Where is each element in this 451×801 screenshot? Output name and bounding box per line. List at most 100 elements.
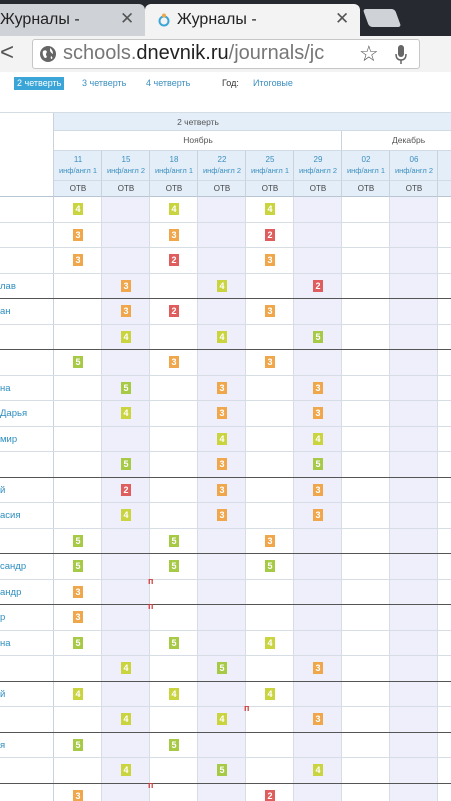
grade-mark[interactable]: 3 [265,535,275,547]
grade-mark[interactable]: 3 [217,407,227,419]
grade-mark[interactable]: 4 [121,764,131,776]
work-type-label: ОТВ [438,184,451,193]
grade-mark[interactable]: 5 [265,560,275,572]
grade-mark[interactable]: 2 [265,229,275,241]
work-type-label: ОТВ [294,184,342,193]
back-arrow-icon[interactable]: < [0,39,14,67]
grade-mark[interactable]: 2 [265,790,275,801]
grade-mark[interactable]: 3 [169,356,179,368]
grade-mark[interactable]: 2 [169,305,179,317]
grade-mark[interactable]: 3 [313,407,323,419]
grade-mark[interactable]: 3 [169,229,179,241]
grade-mark[interactable]: 5 [73,535,83,547]
new-tab-button[interactable] [363,9,402,27]
date-header[interactable] [438,151,451,181]
grade-mark[interactable]: 3 [217,458,227,470]
grade-mark[interactable]: 3 [265,356,275,368]
grade-mark[interactable]: 4 [217,713,227,725]
work-type-label: ОТВ [102,184,150,193]
grade-mark[interactable]: 4 [73,688,83,700]
grade-mark[interactable]: 5 [313,331,323,343]
grade-mark[interactable]: 3 [265,254,275,266]
grade-mark[interactable]: 2 [169,254,179,266]
absence-mark: п [148,601,153,611]
grade-mark[interactable]: 5 [217,764,227,776]
grade-mark[interactable]: 3 [121,305,131,317]
bookmark-star-icon[interactable]: ☆ [355,41,383,67]
grade-mark[interactable]: 4 [121,662,131,674]
year-label: Год: [222,77,239,90]
grade-mark[interactable]: 3 [73,790,83,801]
grade-mark[interactable]: 3 [217,382,227,394]
date-day: 25 [246,155,294,164]
student-row [0,248,451,274]
grade-mark[interactable]: 3 [313,509,323,521]
grade-mark[interactable]: 3 [217,484,227,496]
tab-quarter-4[interactable]: 4 четверть [146,77,190,90]
grade-mark[interactable]: 4 [313,764,323,776]
student-row [0,682,451,708]
grade-mark[interactable]: 4 [217,433,227,445]
grade-mark[interactable]: 5 [169,535,179,547]
grade-mark[interactable]: 4 [121,407,131,419]
grade-mark[interactable]: 5 [313,458,323,470]
grade-mark[interactable]: 4 [73,203,83,215]
grade-mark[interactable]: 4 [313,433,323,445]
grade-mark[interactable]: 3 [313,484,323,496]
absence-mark: п [148,576,153,586]
date-day: 15 [102,155,150,164]
grade-mark[interactable]: 3 [217,509,227,521]
student-row [0,350,451,376]
grade-mark[interactable]: 3 [313,662,323,674]
grade-mark[interactable]: 5 [169,560,179,572]
totals-link[interactable]: Итоговые [253,77,293,90]
name-column-header [0,113,54,197]
close-icon[interactable]: ✕ [335,10,349,27]
grade-mark[interactable]: 3 [73,254,83,266]
month-label: Декабрь [392,135,425,145]
grade-mark[interactable]: 4 [169,203,179,215]
grade-mark[interactable]: 3 [265,305,275,317]
grade-mark[interactable]: 4 [217,331,227,343]
lesson-name: инф/англ 2 [294,166,342,175]
work-type-label: ОТВ [150,184,198,193]
grade-mark[interactable]: 3 [313,382,323,394]
grade-mark[interactable]: 3 [313,713,323,725]
quarter-selector: 2 четверть 3 четверть 4 четверть Год: Ит… [0,72,451,112]
grade-mark[interactable]: 5 [121,382,131,394]
lesson-name: инф/англ 1 [150,166,198,175]
close-icon[interactable]: ✕ [120,10,134,27]
grade-mark[interactable]: 4 [265,203,275,215]
grade-mark[interactable]: 4 [121,331,131,343]
lesson-name: инф/англ 2 [198,166,246,175]
grade-mark[interactable]: 4 [169,688,179,700]
grade-mark[interactable]: 5 [73,637,83,649]
browser-tab-2[interactable]: Журналы - ✕ [145,4,360,36]
grade-mark[interactable]: 3 [73,229,83,241]
month-label: Ноябрь [54,135,342,145]
browser-tab-1[interactable]: Журналы - ✕ [0,4,145,36]
tab-quarter-3[interactable]: 3 четверть [82,77,126,90]
url-input[interactable]: schools.dnevnik.ru/journals/jc ☆ [32,39,420,69]
grade-mark[interactable]: 4 [265,688,275,700]
microphone-icon[interactable] [395,45,407,69]
grade-mark[interactable]: 5 [169,739,179,751]
grade-mark[interactable]: 3 [121,280,131,292]
url-text: schools.dnevnik.ru/journals/jc [63,42,324,65]
grade-mark[interactable]: 3 [73,611,83,623]
grade-mark[interactable]: 4 [121,713,131,725]
grade-mark[interactable]: 3 [73,586,83,598]
grade-mark[interactable]: 4 [265,637,275,649]
grade-mark[interactable]: 5 [217,662,227,674]
grade-mark[interactable]: 5 [121,458,131,470]
grade-mark[interactable]: 5 [73,739,83,751]
grade-mark[interactable]: 4 [217,280,227,292]
date-day: 29 [294,155,342,164]
grade-mark[interactable]: 5 [73,356,83,368]
grade-mark[interactable]: 5 [73,560,83,572]
tab-quarter-2[interactable]: 2 четверть [14,77,64,90]
grade-mark[interactable]: 4 [121,509,131,521]
grade-mark[interactable]: 5 [169,637,179,649]
grade-mark[interactable]: 2 [313,280,323,292]
grade-mark[interactable]: 2 [121,484,131,496]
